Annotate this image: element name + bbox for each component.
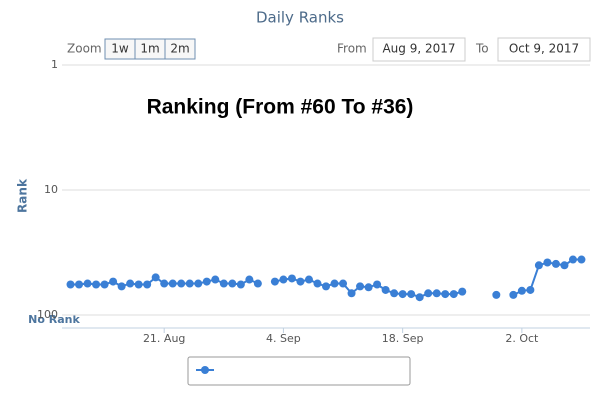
to-label: To <box>475 42 489 56</box>
point <box>398 290 407 299</box>
point <box>534 261 543 270</box>
point <box>313 279 322 288</box>
point <box>75 280 84 289</box>
zoom-button-label[interactable]: 2m <box>170 42 189 56</box>
point <box>509 290 518 299</box>
point <box>322 282 330 291</box>
point <box>296 277 305 286</box>
no-rank-label: No Rank <box>28 313 80 326</box>
point <box>449 290 458 299</box>
x-tick-label: 2. Oct <box>505 332 539 345</box>
legend-box <box>187 356 411 386</box>
x-tick-label: 18. Sep <box>382 332 424 345</box>
zoom-button-label[interactable]: 1w <box>111 42 129 56</box>
point <box>407 290 416 299</box>
point <box>304 275 313 284</box>
point <box>339 279 348 288</box>
point <box>202 277 211 286</box>
point <box>211 275 220 284</box>
point <box>168 279 177 288</box>
to-date[interactable]: Oct 9, 2017 <box>509 42 579 56</box>
point <box>134 280 143 289</box>
x-tick-label: 4. Sep <box>266 332 301 345</box>
point <box>92 280 101 289</box>
point <box>568 255 577 264</box>
zoom-label: Zoom <box>67 42 102 56</box>
point <box>287 274 296 283</box>
point <box>347 289 356 298</box>
annotation: Ranking (From #60 To #36) <box>147 96 414 119</box>
from-input[interactable] <box>372 37 466 62</box>
point <box>390 289 399 298</box>
point <box>228 279 237 288</box>
from-date[interactable]: Aug 9, 2017 <box>382 42 455 56</box>
point <box>143 280 152 289</box>
point <box>160 279 169 288</box>
point <box>441 290 450 299</box>
point <box>432 289 441 298</box>
point <box>330 279 339 288</box>
point <box>100 280 109 289</box>
point <box>126 279 135 288</box>
point <box>373 280 382 289</box>
point <box>517 286 526 295</box>
point <box>424 289 433 298</box>
point <box>415 293 424 302</box>
point <box>117 282 126 291</box>
y-tick-label: 10 <box>44 183 58 196</box>
zoom-button[interactable] <box>164 38 196 60</box>
point <box>177 279 186 288</box>
point <box>560 261 569 270</box>
point <box>526 285 535 294</box>
point <box>219 279 228 288</box>
point <box>185 279 194 288</box>
from-label: From <box>337 42 367 56</box>
point <box>253 279 262 288</box>
x-tick-label: 21. Aug <box>143 332 185 345</box>
zoom-buttons: 1w 1m 2m <box>104 38 196 60</box>
point <box>458 287 467 296</box>
point <box>236 280 245 289</box>
point <box>194 279 203 288</box>
chart-title: Daily Ranks <box>256 9 344 27</box>
point <box>245 275 254 284</box>
point <box>364 283 373 292</box>
point <box>543 258 552 267</box>
y-tick-label: 100 <box>37 308 58 321</box>
y-axis-title: Rank <box>16 178 30 213</box>
point <box>151 273 160 282</box>
zoom-button-label[interactable]: 1m <box>140 42 159 56</box>
point <box>577 255 586 264</box>
point <box>356 282 365 291</box>
point <box>66 280 75 289</box>
point <box>279 275 288 284</box>
point <box>381 285 390 294</box>
point <box>109 277 118 286</box>
series-line <box>70 258 582 299</box>
legend <box>187 356 411 386</box>
legend-marker[interactable] <box>201 366 209 374</box>
point <box>492 290 501 299</box>
point <box>270 277 279 286</box>
y-tick-label: 1 <box>51 58 58 71</box>
point <box>83 279 92 288</box>
to-input[interactable] <box>497 37 591 62</box>
point <box>551 259 560 268</box>
